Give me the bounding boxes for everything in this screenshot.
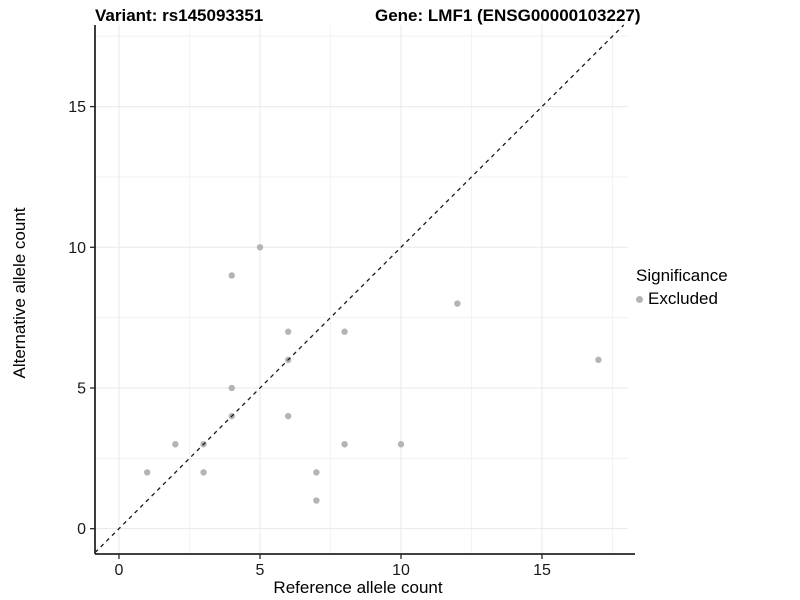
legend-item-label: Excluded <box>648 289 718 308</box>
data-point <box>284 328 292 335</box>
legend-item-excluded: Excluded <box>636 289 728 309</box>
legend-title: Significance <box>636 266 728 285</box>
data-point <box>341 441 348 448</box>
data-point <box>313 497 320 504</box>
legend: Significance Excluded <box>636 266 728 309</box>
data-point <box>313 469 320 476</box>
y-tick-label: 0 <box>77 521 86 538</box>
data-point <box>228 272 235 279</box>
data-point <box>228 384 235 392</box>
data-point <box>172 441 179 448</box>
gene-title: Gene: LMF1 (ENSG00000103227) <box>375 6 641 25</box>
x-tick-label: 15 <box>533 562 551 579</box>
excluded-point-icon <box>636 295 643 303</box>
y-axis-label: Alternative allele count <box>10 207 29 379</box>
y-tick-label: 15 <box>68 99 86 116</box>
data-point <box>397 441 405 448</box>
data-point <box>454 300 461 307</box>
identity-line <box>94 24 625 554</box>
data-point <box>143 469 151 476</box>
x-tick-label: 10 <box>392 562 410 579</box>
data-point <box>341 328 348 335</box>
data-point <box>595 356 602 364</box>
x-tick-label: 5 <box>256 562 265 579</box>
data-point <box>284 412 292 420</box>
variant-title: Variant: rs145093351 <box>95 6 264 25</box>
x-axis-label: Reference allele count <box>273 578 443 597</box>
data-point <box>256 244 264 251</box>
y-tick-label: 5 <box>77 380 86 397</box>
x-tick-label: 0 <box>115 562 124 579</box>
y-tick-label: 10 <box>68 240 86 257</box>
data-point <box>200 469 207 476</box>
